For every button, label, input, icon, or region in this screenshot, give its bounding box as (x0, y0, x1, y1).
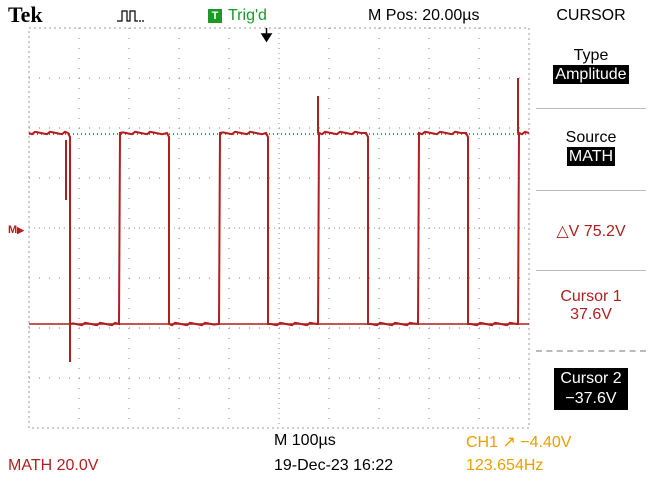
date-time: 19-Dec-23 16:22 (274, 457, 394, 474)
cursor2-value: −37.6V (565, 390, 617, 407)
trigger-readout: CH1 ↗ −4.40V (466, 434, 572, 451)
type-label: Type (573, 47, 609, 64)
cursor1-label: Cursor 1 (560, 288, 622, 305)
menu-divider (536, 108, 646, 109)
trigger-position-marker (260, 28, 273, 43)
cursor2-menu-item[interactable]: Cursor 2 −37.6V (530, 368, 652, 410)
delta-v-readout: △V 75.2V (556, 223, 626, 240)
horizontal-position: M Pos: 20.00µs (368, 7, 480, 24)
menu-title: CURSOR (556, 7, 626, 24)
trigger-status: T Trig'd (208, 7, 267, 25)
source-menu-item[interactable]: Source MATH (530, 129, 652, 166)
frequency-readout: 123.654Hz (466, 457, 544, 474)
cursor2-label: Cursor 2 (560, 370, 622, 387)
math-ground-marker: M▶ (8, 224, 25, 236)
cursor1-menu-item[interactable]: Cursor 1 37.6V (530, 288, 652, 324)
math-waveform-trace (28, 130, 530, 327)
trigger-status-label: Trig'd (228, 7, 267, 24)
type-menu-item[interactable]: Type Amplitude (530, 47, 652, 84)
math-scale-readout: MATH 20.0V (8, 457, 99, 474)
cursor1-value: 37.6V (570, 306, 612, 323)
graticule-grid (28, 27, 530, 429)
waveform-spikes (65, 78, 519, 362)
marker-arrow-icon: ▶ (17, 225, 25, 235)
source-label: Source (565, 129, 617, 146)
trigger-badge-icon: T (208, 9, 222, 23)
menu-divider (536, 270, 646, 271)
menu-divider (536, 190, 646, 191)
menu-divider (536, 350, 646, 352)
brand-logo: Tek (8, 2, 43, 27)
timebase-readout: M 100µs (274, 432, 336, 449)
source-value: MATH (566, 147, 616, 166)
type-value: Amplitude (553, 65, 629, 84)
acquisition-icon (117, 10, 144, 22)
